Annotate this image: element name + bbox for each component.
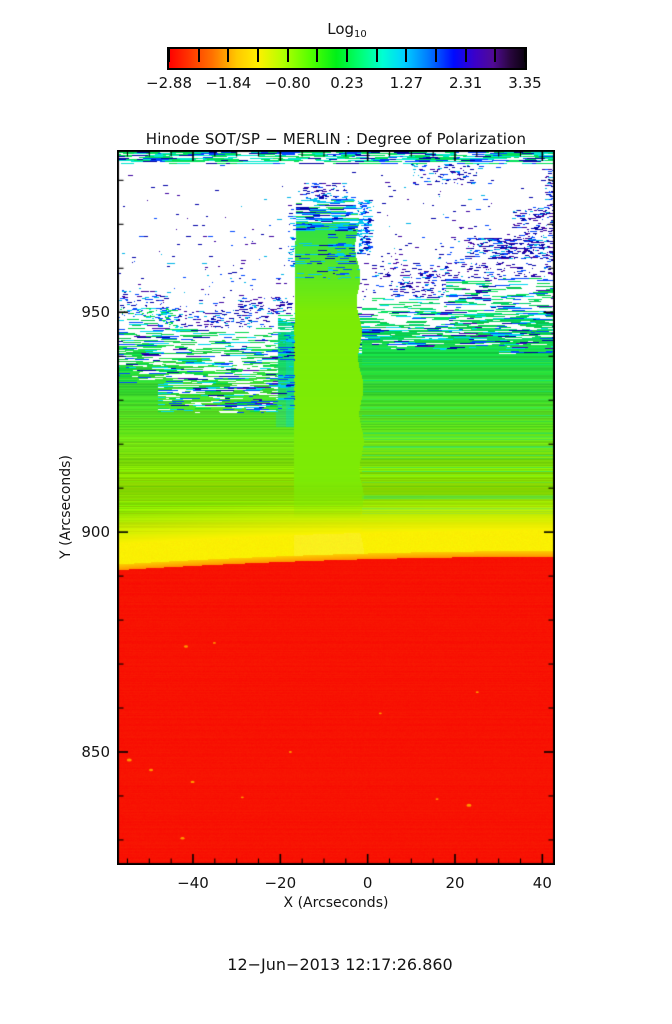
- colorbar-title-main: Log: [327, 20, 355, 38]
- polarization-map-canvas: [117, 150, 555, 865]
- colorbar-tick-label: −0.80: [264, 74, 311, 92]
- colorbar-tick: [346, 49, 348, 62]
- x-axis-label: X (Arcseconds): [283, 895, 389, 911]
- colorbar-tick: [464, 49, 467, 62]
- colorbar-title-subscript: 10: [354, 29, 367, 40]
- timestamp: 12−Jun−2013 12:17:26.860: [227, 955, 453, 974]
- colorbar-tick: [375, 49, 378, 62]
- x-tick-label: 0: [362, 874, 373, 892]
- colorbar-tick: [286, 49, 289, 62]
- colorbar-tick: [168, 49, 170, 62]
- colorbar-tick: [524, 49, 526, 62]
- colorbar-tick: [257, 49, 259, 62]
- colorbar-tick-label: −1.84: [205, 74, 252, 92]
- colorbar-tick-label: 3.35: [508, 74, 542, 92]
- figure-title: Hinode SOT/SP − MERLIN : Degree of Polar…: [145, 130, 527, 148]
- colorbar-tick: [405, 49, 408, 62]
- y-tick-label: 850: [81, 742, 110, 761]
- x-tick-label: 40: [532, 874, 552, 892]
- colorbar-tick: [435, 49, 437, 62]
- colorbar-tick: [197, 49, 200, 62]
- colorbar-tick-label: 1.27: [389, 74, 424, 92]
- colorbar-tick: [316, 49, 319, 62]
- colorbar-tick-label: 0.23: [330, 74, 364, 92]
- colorbar-tick: [494, 49, 497, 62]
- y-tick-label: 900: [81, 523, 110, 542]
- colorbar: [167, 47, 527, 70]
- x-tick-label: −40: [177, 874, 209, 892]
- colorbar-tick: [227, 49, 230, 62]
- y-tick-label: 950: [81, 303, 110, 322]
- x-tick-label: 20: [445, 874, 465, 892]
- colorbar-title: Log10: [327, 20, 367, 40]
- x-tick-label: −20: [264, 874, 297, 892]
- y-axis-label: Y (Arcseconds): [58, 455, 74, 559]
- colorbar-tick-label: 2.31: [448, 74, 483, 92]
- colorbar-tick-label: −2.88: [146, 74, 192, 92]
